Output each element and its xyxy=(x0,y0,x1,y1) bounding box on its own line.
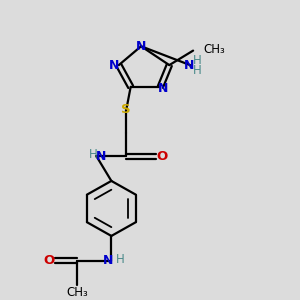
Text: N: N xyxy=(103,254,114,267)
Text: N: N xyxy=(109,58,119,72)
Text: CH₃: CH₃ xyxy=(66,286,88,299)
Text: N: N xyxy=(184,59,194,72)
Text: O: O xyxy=(156,150,167,163)
Text: H: H xyxy=(193,54,202,67)
Text: N: N xyxy=(158,82,168,95)
Text: N: N xyxy=(96,150,106,163)
Text: N: N xyxy=(136,40,146,53)
Text: S: S xyxy=(122,103,131,116)
Text: H: H xyxy=(89,148,98,161)
Text: CH₃: CH₃ xyxy=(203,43,225,56)
Text: H: H xyxy=(116,253,125,266)
Text: O: O xyxy=(43,254,55,267)
Text: H: H xyxy=(193,64,202,77)
